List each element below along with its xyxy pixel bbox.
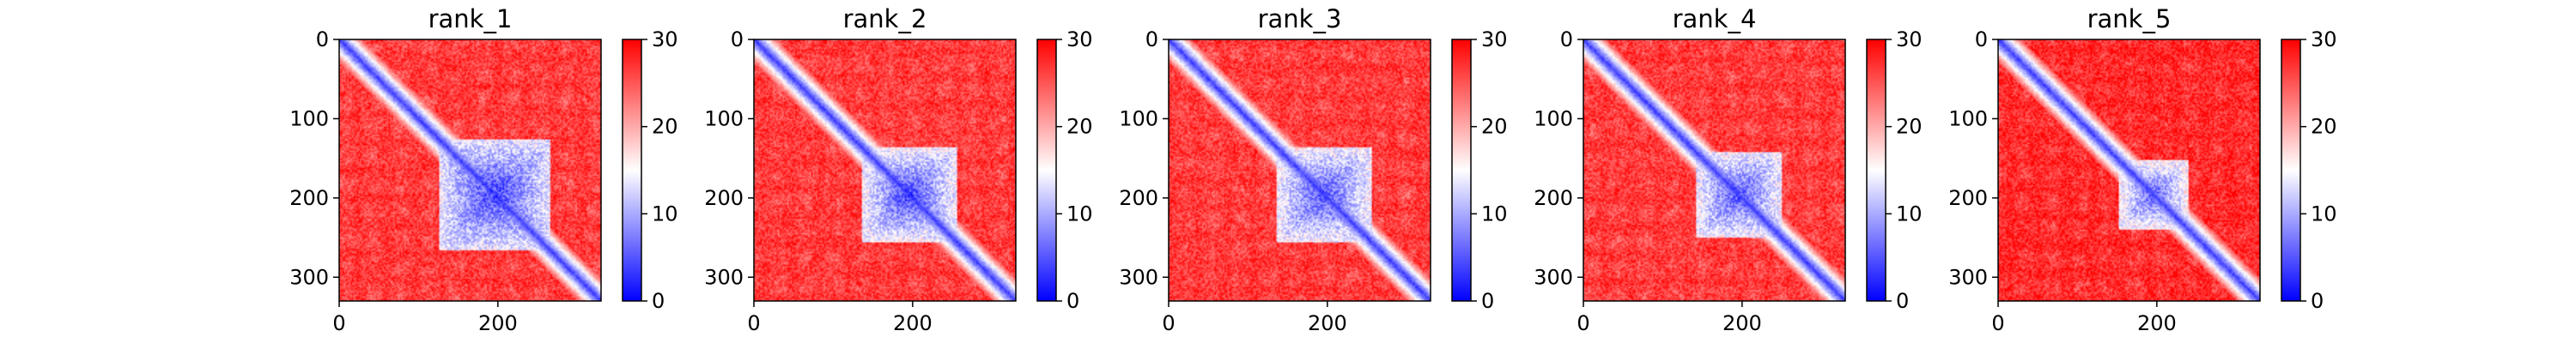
x-tick-label: 0 [747,311,760,335]
y-tick-label: 0 [1560,27,1573,51]
heatmap-frame [1583,39,1846,302]
colorbar [1866,39,1886,302]
y-tick-label: 300 [704,265,744,289]
heatmap-image [1583,39,1845,301]
heatmap-frame [1168,39,1431,302]
x-tick-label: 0 [1991,311,2004,335]
x-tick-label: 200 [478,311,518,335]
colorbar [2281,39,2301,302]
y-tick-label: 200 [1119,186,1158,210]
panel-title: rank_4 [1673,4,1757,33]
colorbar-tick-label: 30 [1896,27,1923,51]
y-tick-label: 200 [704,186,744,210]
y-tick-label: 100 [1948,106,1988,130]
y-tick-label: 100 [1534,106,1573,130]
colorbar-tick-label: 20 [2311,115,2337,139]
heatmap-image [1169,39,1431,301]
colorbar-tick-label: 30 [1481,27,1508,51]
colorbar-tick-label: 0 [1896,289,1909,313]
colorbar-tick-label: 10 [1066,202,1093,226]
colorbar-tick-label: 0 [1481,289,1494,313]
y-tick-label: 300 [289,265,329,289]
y-tick-label: 0 [1975,27,1988,51]
colorbar-tick-label: 30 [2311,27,2337,51]
y-tick-label: 0 [1145,27,1158,51]
x-tick-label: 200 [2137,311,2177,335]
x-tick-label: 200 [893,311,933,335]
heatmap-image [754,39,1016,301]
colorbar-tick-label: 20 [652,115,678,139]
heatmap-frame [753,39,1017,302]
colorbar-tick-label: 10 [2311,202,2337,226]
colorbar-tick-label: 20 [1481,115,1508,139]
y-tick-label: 100 [1119,106,1158,130]
x-tick-label: 0 [1577,311,1589,335]
colorbar-tick-label: 10 [1481,202,1508,226]
colorbar-tick-label: 20 [1066,115,1093,139]
y-tick-label: 200 [1948,186,1988,210]
colorbar [622,39,642,302]
colorbar-tick-label: 30 [1066,27,1093,51]
y-tick-label: 100 [704,106,744,130]
y-tick-label: 0 [316,27,329,51]
x-tick-label: 0 [332,311,345,335]
heatmap-frame [1997,39,2261,302]
panel-title: rank_5 [2087,4,2172,33]
colorbar-tick-label: 10 [652,202,678,226]
y-tick-label: 300 [1948,265,1988,289]
colorbar-tick-label: 20 [1896,115,1923,139]
y-tick-label: 0 [731,27,744,51]
colorbar-tick-label: 30 [652,27,678,51]
colorbar [1036,39,1057,302]
heatmap-image [339,39,601,301]
colorbar [1451,39,1472,302]
y-tick-label: 300 [1119,265,1158,289]
y-tick-label: 300 [1534,265,1573,289]
y-tick-label: 100 [289,106,329,130]
heatmap-frame [338,39,602,302]
panel-title: rank_3 [1258,4,1342,33]
x-tick-label: 0 [1162,311,1175,335]
y-tick-label: 200 [1534,186,1573,210]
x-tick-label: 200 [1722,311,1762,335]
panel-title: rank_2 [843,4,927,33]
colorbar-tick-label: 0 [652,289,665,313]
y-tick-label: 200 [289,186,329,210]
panel-title: rank_1 [428,4,513,33]
colorbar-tick-label: 0 [1066,289,1079,313]
x-tick-label: 200 [1308,311,1347,335]
colorbar-tick-label: 0 [2311,289,2324,313]
colorbar-tick-label: 10 [1896,202,1923,226]
heatmap-image [1998,39,2260,301]
